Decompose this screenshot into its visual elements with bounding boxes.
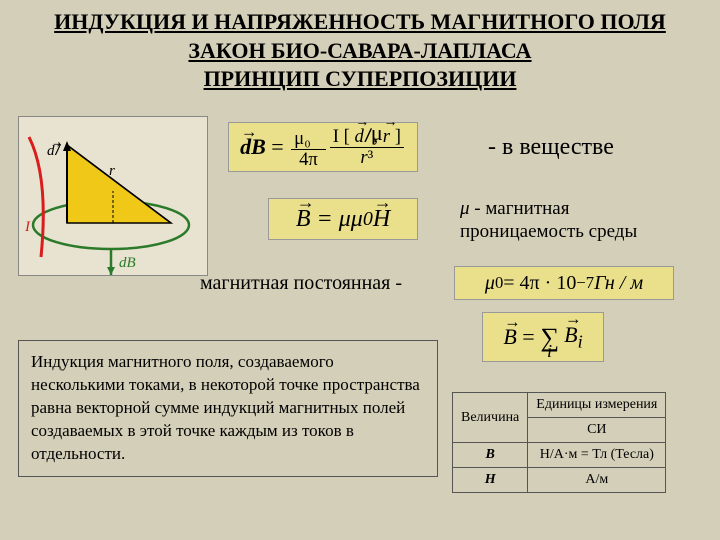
- subheader-si: СИ: [528, 418, 666, 443]
- diagram-svg: d𝑙⃗ r⃗ I dB⃗: [19, 117, 209, 277]
- formula-superposition: B = ∑iBi: [482, 312, 604, 362]
- header-units: Единицы измерения: [528, 393, 666, 418]
- row-h-unit: А/м: [528, 468, 666, 493]
- formula-mu0: μ0 = 4π · 10−7 Гн / м: [454, 266, 674, 300]
- title-line-1: ИНДУКЦИЯ И НАПРЯЖЕННОСТЬ МАГНИТНОГО ПОЛЯ: [54, 9, 666, 34]
- formula-biot-savart: dB = μ₀μ4π I [ d𝑙 , r ]r³: [228, 122, 418, 172]
- svg-text:r⃗: r⃗: [109, 163, 127, 179]
- svg-text:d𝑙⃗: d𝑙⃗: [47, 141, 62, 159]
- biot-savart-diagram: d𝑙⃗ r⃗ I dB⃗: [18, 116, 208, 276]
- row-b-unit: Н/А·м = Тл (Тесла): [528, 443, 666, 468]
- formula-b-mu-h: B = μμ0H: [268, 198, 418, 240]
- title-line-2: ЗАКОН БИО-САВАРА-ЛАПЛАСА: [188, 38, 531, 63]
- svg-text:dB⃗: dB⃗: [119, 255, 147, 271]
- row-h-symbol: H: [453, 468, 528, 493]
- table-row: H А/м: [453, 468, 666, 493]
- label-in-matter: - в веществе: [488, 134, 614, 161]
- title-line-3: ПРИНЦИП СУПЕРПОЗИЦИИ: [204, 66, 517, 91]
- header-quantity: Величина: [453, 393, 528, 443]
- label-mu-meaning: μ μ - магнитная проницаемость среды- маг…: [460, 198, 690, 244]
- units-table: Величина Единицы измерения СИ B Н/А·м = …: [452, 392, 666, 493]
- page-title: ИНДУКЦИЯ И НАПРЯЖЕННОСТЬ МАГНИТНОГО ПОЛЯ…: [0, 0, 720, 98]
- table-row: Величина Единицы измерения: [453, 393, 666, 418]
- table-row: B Н/А·м = Тл (Тесла): [453, 443, 666, 468]
- row-b-symbol: B: [453, 443, 528, 468]
- superposition-principle-text: Индукция магнитного поля, создаваемого н…: [18, 340, 438, 477]
- label-mu0: магнитная постоянная -: [200, 272, 402, 295]
- svg-text:I: I: [24, 219, 31, 235]
